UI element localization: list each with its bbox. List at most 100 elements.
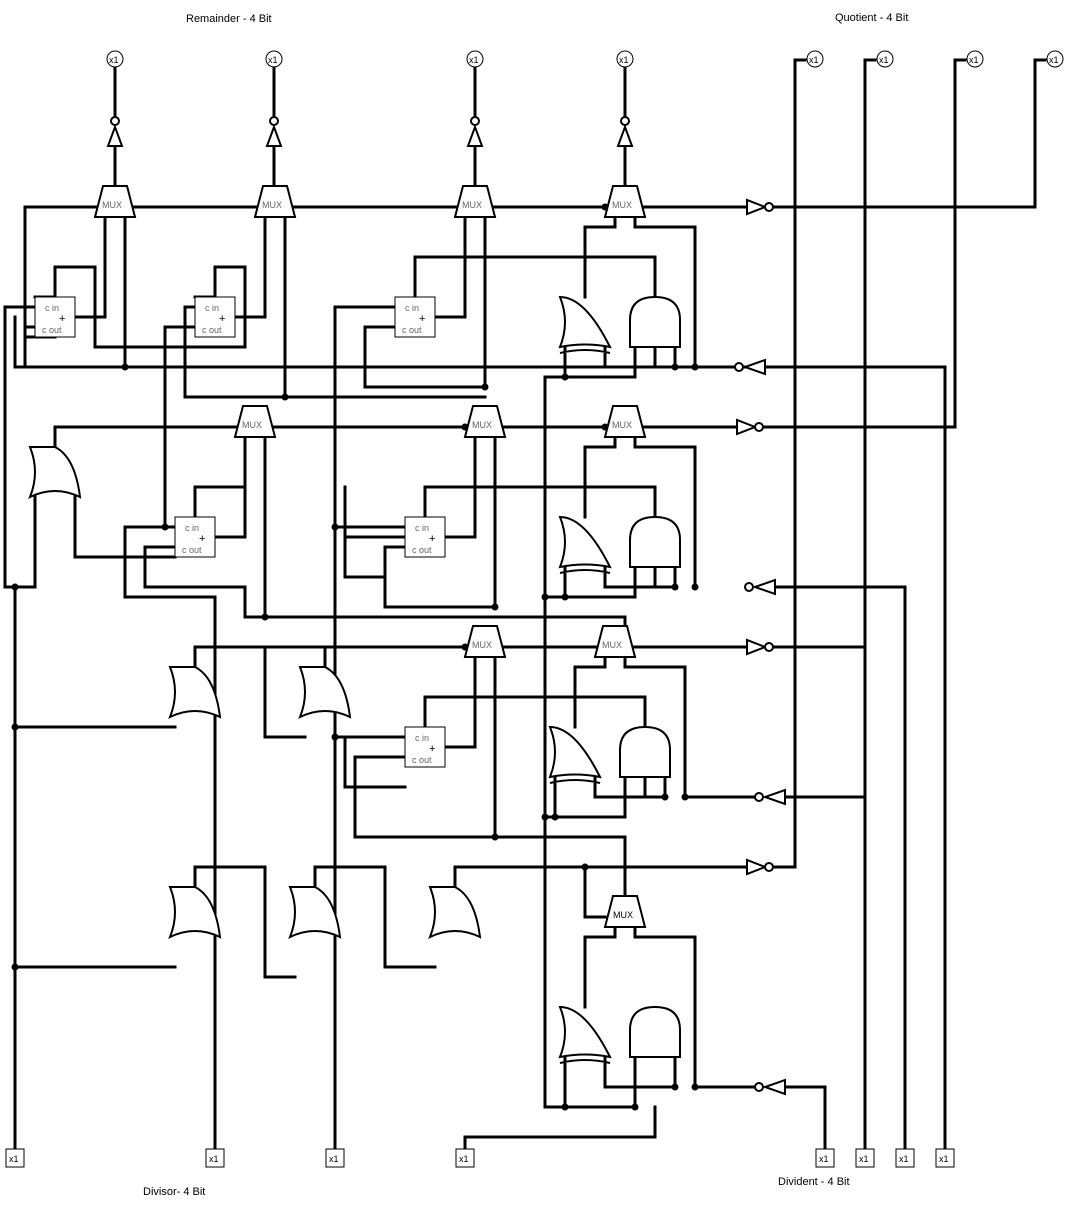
- svg-text:c in: c in: [205, 303, 219, 313]
- svg-text:c in: c in: [185, 523, 199, 533]
- not-gate-left[interactable]: [754, 1078, 786, 1096]
- svg-text:MUX: MUX: [612, 420, 632, 430]
- output-pin[interactable]: x1: [1046, 50, 1064, 68]
- svg-text:c out: c out: [412, 755, 432, 765]
- quotient-output-pins: x1 x1 x1 x1: [806, 50, 1064, 68]
- not-gate-right[interactable]: [746, 198, 774, 216]
- mux[interactable]: MUX: [603, 185, 647, 218]
- output-pin[interactable]: x1: [966, 50, 984, 68]
- output-pin[interactable]: x1: [106, 50, 124, 68]
- svg-text:+: +: [219, 313, 225, 325]
- svg-text:x1: x1: [469, 55, 479, 65]
- or-gate[interactable]: [288, 885, 342, 940]
- adders: c in c out + c in c out + c in c out + c…: [34, 296, 446, 768]
- svg-text:x1: x1: [209, 1154, 219, 1164]
- xor-gate[interactable]: [558, 295, 612, 354]
- input-pin[interactable]: x1: [455, 1148, 475, 1168]
- mux[interactable]: MUX: [603, 895, 647, 928]
- full-adder[interactable]: c in c out +: [394, 296, 436, 338]
- output-pin[interactable]: x1: [265, 50, 283, 68]
- or-gate[interactable]: [168, 885, 222, 940]
- svg-text:c in: c in: [415, 523, 429, 533]
- svg-text:c in: c in: [415, 733, 429, 743]
- svg-text:MUX: MUX: [242, 420, 262, 430]
- svg-text:x1: x1: [1049, 55, 1059, 65]
- xor-gate[interactable]: [548, 725, 602, 784]
- xor-gate[interactable]: [558, 1005, 612, 1064]
- xor-gates: [548, 295, 612, 1064]
- svg-text:MUX: MUX: [472, 640, 492, 650]
- or-gate[interactable]: [428, 885, 482, 940]
- svg-text:x1: x1: [329, 1154, 339, 1164]
- mux[interactable]: MUX: [593, 625, 637, 658]
- full-adder[interactable]: c in c out +: [194, 296, 236, 338]
- not-gate-up[interactable]: [466, 116, 484, 147]
- mux[interactable]: MUX: [463, 405, 507, 438]
- mux[interactable]: MUX: [463, 625, 507, 658]
- and-gates: [619, 295, 681, 1058]
- and-gate[interactable]: [629, 515, 681, 568]
- svg-text:x1: x1: [939, 1154, 949, 1164]
- svg-text:+: +: [59, 313, 65, 325]
- full-adder[interactable]: c in c out +: [404, 516, 446, 558]
- remainder-label: Remainder - 4 Bit: [186, 13, 272, 25]
- svg-text:x1: x1: [268, 55, 278, 65]
- svg-text:+: +: [199, 533, 205, 545]
- input-pin[interactable]: x1: [895, 1148, 915, 1168]
- not-gate-right[interactable]: [736, 418, 764, 436]
- divisor-label: Divisor- 4 Bit: [143, 1186, 205, 1198]
- svg-text:+: +: [419, 313, 425, 325]
- output-pin[interactable]: x1: [466, 50, 484, 68]
- svg-text:x1: x1: [859, 1154, 869, 1164]
- muxes: MUX MUX MUX MUX MUX MUX MUX MUX: [93, 185, 647, 928]
- and-gate[interactable]: [619, 725, 671, 778]
- input-pin[interactable]: x1: [5, 1148, 25, 1168]
- or-gate[interactable]: [168, 665, 222, 720]
- not-gate-left[interactable]: [744, 578, 776, 596]
- input-pin[interactable]: x1: [815, 1148, 835, 1168]
- and-gate[interactable]: [629, 295, 681, 348]
- svg-text:MUX: MUX: [472, 420, 492, 430]
- divident-input-pins: x1 x1 x1 x1: [815, 1148, 955, 1168]
- svg-text:x1: x1: [819, 1154, 829, 1164]
- not-gate-left[interactable]: [754, 788, 786, 806]
- not-gate-right[interactable]: [746, 858, 774, 876]
- full-adder[interactable]: c in c out +: [404, 726, 446, 768]
- input-pin[interactable]: x1: [855, 1148, 875, 1168]
- svg-text:c out: c out: [182, 545, 202, 555]
- not-gate-left[interactable]: [734, 358, 766, 376]
- svg-text:MUX: MUX: [102, 200, 122, 210]
- svg-text:MUX: MUX: [602, 640, 622, 650]
- mux[interactable]: MUX: [603, 405, 647, 438]
- not-gate-up[interactable]: [616, 116, 634, 147]
- mux[interactable]: MUX: [253, 185, 297, 218]
- not-gate-up[interactable]: [106, 116, 124, 147]
- input-pin[interactable]: x1: [205, 1148, 225, 1168]
- svg-text:MUX: MUX: [462, 200, 482, 210]
- svg-text:MUX: MUX: [262, 200, 282, 210]
- not-gate-right[interactable]: [746, 638, 774, 656]
- mux[interactable]: MUX: [233, 405, 277, 438]
- or-gate[interactable]: [28, 446, 82, 500]
- remainder-output-pins: x1 x1 x1 x1: [106, 50, 634, 68]
- svg-text:x1: x1: [459, 1154, 469, 1164]
- svg-text:+: +: [429, 743, 435, 755]
- svg-text:x1: x1: [879, 55, 889, 65]
- output-pin[interactable]: x1: [806, 50, 824, 68]
- or-gate[interactable]: [298, 665, 352, 720]
- inverters: [734, 198, 786, 1096]
- output-pin[interactable]: x1: [876, 50, 894, 68]
- and-gate[interactable]: [629, 1005, 681, 1058]
- full-adder[interactable]: c in c out +: [34, 296, 76, 338]
- input-pin[interactable]: x1: [935, 1148, 955, 1168]
- output-pin[interactable]: x1: [616, 50, 634, 68]
- input-pin[interactable]: x1: [325, 1148, 345, 1168]
- mux[interactable]: MUX: [453, 185, 497, 218]
- full-adder[interactable]: c in c out +: [174, 516, 216, 558]
- xor-gate[interactable]: [558, 515, 612, 574]
- svg-text:x1: x1: [899, 1154, 909, 1164]
- mux[interactable]: MUX: [93, 185, 137, 218]
- not-gate-up[interactable]: [265, 116, 283, 147]
- divident-label: Divident - 4 Bit: [778, 1176, 850, 1188]
